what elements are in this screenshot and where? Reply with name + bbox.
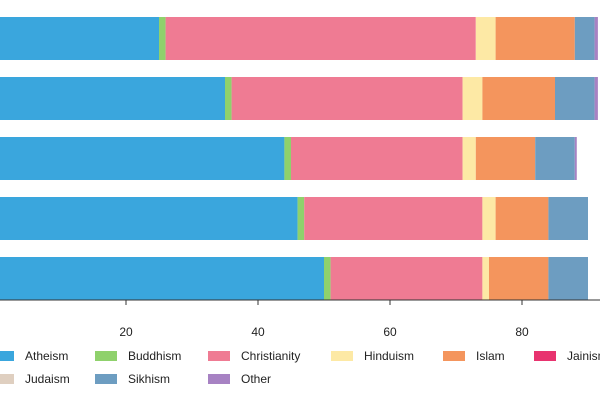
bar-segment-christianity-1	[165, 17, 476, 60]
bar-segment-hinduism-5	[482, 257, 489, 300]
x-tick-label-40: 40	[251, 325, 265, 339]
bar-segment-buddhism-1	[159, 17, 166, 60]
legend-item-christianity: Christianity	[208, 349, 300, 363]
legend-label-judaism: Judaism	[25, 372, 70, 386]
legend-label-christianity: Christianity	[241, 349, 300, 363]
bar-segment-sikhism-2	[555, 77, 595, 120]
bar-segment-atheism-2	[0, 77, 225, 120]
legend-item-islam: Islam	[443, 349, 505, 363]
bar-segment-islam-1	[495, 17, 575, 60]
x-tick-label-60: 60	[383, 325, 397, 339]
legend-swatch-atheism	[0, 351, 14, 361]
bar-segment-other-3	[574, 137, 577, 180]
bar-segment-islam-2	[482, 77, 555, 120]
bar-segment-other-2	[594, 77, 598, 120]
bar-segment-atheism-1	[0, 17, 159, 60]
legend-swatch-islam	[443, 351, 465, 361]
legend-item-hinduism: Hinduism	[331, 349, 414, 363]
bar-segment-christianity-4	[304, 197, 483, 240]
bar-segment-christianity-5	[330, 257, 483, 300]
legend-swatch-other	[208, 374, 230, 384]
bar-segment-sikhism-4	[548, 197, 588, 240]
bar-segment-buddhism-5	[324, 257, 331, 300]
bar-segment-hinduism-1	[475, 17, 496, 60]
legend-label-sikhism: Sikhism	[128, 372, 170, 386]
legend-label-buddhism: Buddhism	[128, 349, 181, 363]
bar-segment-sikhism-5	[548, 257, 588, 300]
legend-item-atheism: Atheism	[0, 349, 68, 363]
bar-segment-islam-4	[495, 197, 549, 240]
legend-item-buddhism: Buddhism	[95, 349, 181, 363]
bar-segment-atheism-4	[0, 197, 298, 240]
x-axis-ticks: 20 40 60 80	[119, 300, 529, 339]
x-tick-label-80: 80	[515, 325, 529, 339]
bar-segment-buddhism-4	[297, 197, 305, 240]
x-tick-label-20: 20	[119, 325, 133, 339]
bar-segment-sikhism-3	[535, 137, 575, 180]
bar-segment-hinduism-3	[462, 137, 476, 180]
legend-label-other: Other	[241, 372, 271, 386]
bar-segment-other-1	[594, 17, 598, 60]
legend-swatch-judaism	[0, 374, 14, 384]
legend-swatch-hinduism	[331, 351, 353, 361]
legend-swatch-sikhism	[95, 374, 117, 384]
bar-segment-hinduism-2	[462, 77, 483, 120]
legend: Atheism Buddhism Christianity Hinduism Islam…	[0, 349, 600, 386]
legend-label-hinduism: Hinduism	[364, 349, 414, 363]
bar-segment-christianity-3	[291, 137, 463, 180]
legend-label-atheism: Atheism	[25, 349, 68, 363]
legend-item-jainism: Jainism	[534, 349, 600, 363]
bar-segment-christianity-2	[231, 77, 463, 120]
legend-item-judaism: Judaism	[0, 372, 70, 386]
bar-segment-atheism-3	[0, 137, 285, 180]
bar-segment-hinduism-4	[482, 197, 496, 240]
legend-swatch-jainism	[534, 351, 556, 361]
bar-segment-buddhism-2	[225, 77, 232, 120]
bar-segment-islam-3	[475, 137, 536, 180]
legend-swatch-christianity	[208, 351, 230, 361]
legend-swatch-buddhism	[95, 351, 117, 361]
legend-label-jainism: Jainism	[567, 349, 600, 363]
bars-layer	[0, 17, 598, 300]
legend-label-islam: Islam	[476, 349, 505, 363]
bar-segment-islam-5	[489, 257, 549, 300]
bar-segment-atheism-5	[0, 257, 324, 300]
legend-item-sikhism: Sikhism	[95, 372, 170, 386]
legend-item-other: Other	[208, 372, 271, 386]
bar-segment-sikhism-1	[574, 17, 595, 60]
bar-segment-buddhism-3	[284, 137, 291, 180]
